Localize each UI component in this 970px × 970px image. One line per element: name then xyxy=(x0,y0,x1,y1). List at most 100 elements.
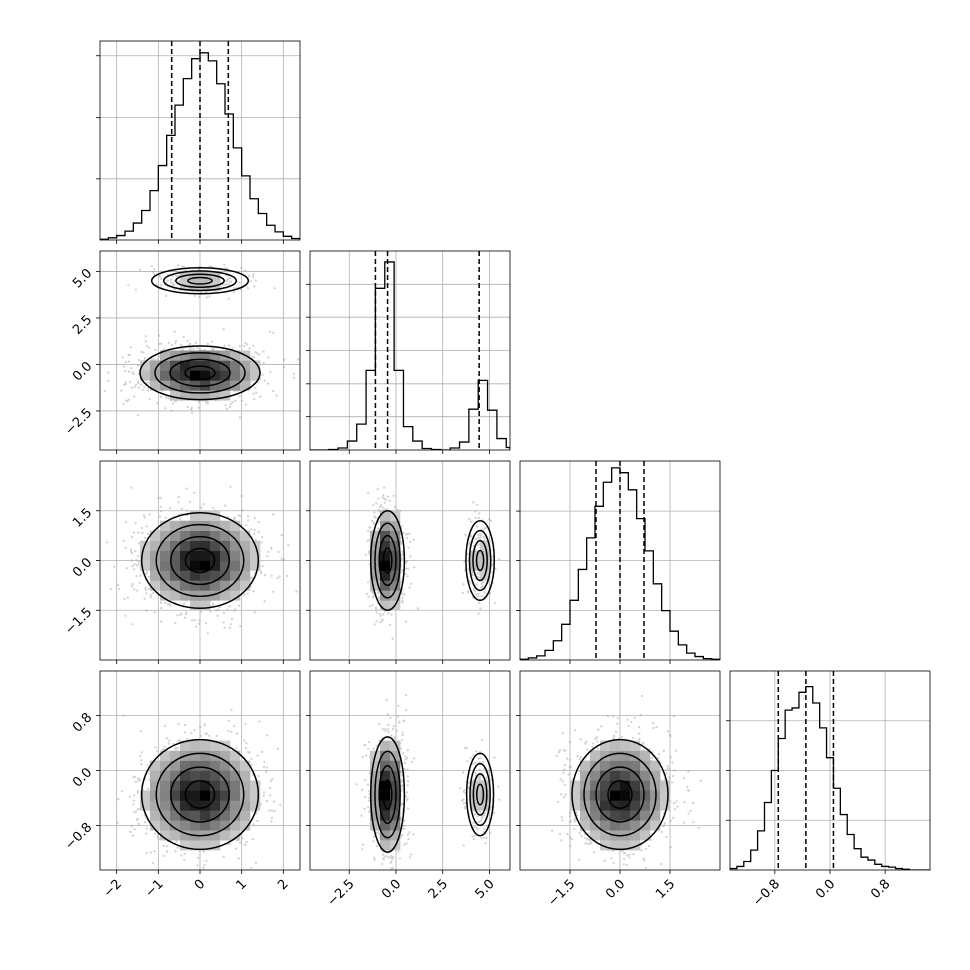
density-cell xyxy=(640,800,651,811)
density-cell xyxy=(200,270,211,282)
density-cell xyxy=(210,840,221,851)
density-cell xyxy=(240,770,251,781)
density-cell xyxy=(220,830,231,841)
density-cell xyxy=(570,800,581,811)
ytick-label-0: −0.8 xyxy=(62,820,95,853)
density-cell xyxy=(470,790,481,801)
density-cell xyxy=(390,750,401,761)
density-cell xyxy=(370,770,381,781)
contour-0-1 xyxy=(378,534,397,587)
density-cell xyxy=(620,750,631,761)
density-cell xyxy=(200,820,211,831)
density-cell xyxy=(230,360,241,371)
contour-1-2 xyxy=(469,762,491,827)
hist-step-3 xyxy=(730,685,930,870)
density-cell xyxy=(370,570,381,581)
density-cell xyxy=(250,370,261,381)
xtick-label-1: 0.0 xyxy=(379,877,404,902)
xtick-label-3: 5.0 xyxy=(473,877,498,902)
density-cell xyxy=(150,820,161,831)
density-cell xyxy=(200,780,211,791)
density-cell xyxy=(190,530,201,541)
density-cell xyxy=(210,820,221,831)
density-cell xyxy=(160,350,171,361)
density-cell xyxy=(190,370,201,381)
density-cell xyxy=(390,530,401,541)
density-cell xyxy=(180,530,191,541)
density-cell xyxy=(620,760,631,771)
density-cell xyxy=(640,830,651,841)
density-cell xyxy=(200,790,211,801)
density-cell xyxy=(210,390,221,401)
density-cell xyxy=(180,760,191,771)
contour-0-0 xyxy=(382,547,393,574)
density-cell xyxy=(200,370,211,381)
density-cell xyxy=(630,770,641,781)
density-cell xyxy=(640,770,651,781)
density-cell xyxy=(190,750,201,761)
density-cell xyxy=(380,550,391,561)
density-cell xyxy=(190,520,201,531)
density-cell xyxy=(210,350,221,361)
density-cell xyxy=(620,770,631,781)
density-cell xyxy=(250,780,261,791)
contour-0-1 xyxy=(378,764,397,825)
density-cell xyxy=(630,740,641,751)
density-cell xyxy=(390,540,401,551)
density-cell xyxy=(590,780,601,791)
density-cell xyxy=(660,800,671,811)
density-cell xyxy=(190,580,201,591)
density-cell xyxy=(170,560,181,571)
contour-0-3 xyxy=(369,510,406,611)
density-cell xyxy=(220,820,231,831)
hist-panel-0 xyxy=(96,40,301,244)
density-cell xyxy=(610,840,621,851)
density-cell xyxy=(170,830,181,841)
density-cell xyxy=(480,780,491,791)
ytick-label-3: 5.0 xyxy=(70,266,95,291)
density-cell xyxy=(200,580,211,591)
density-cell xyxy=(160,570,171,581)
density-cell xyxy=(220,580,231,591)
density-cell xyxy=(170,810,181,821)
density-cell xyxy=(390,790,401,801)
density-cell xyxy=(170,570,181,581)
contour-0-2 xyxy=(374,750,401,839)
density-cell xyxy=(200,760,211,771)
density-cell xyxy=(210,550,221,561)
density-cell xyxy=(200,510,211,521)
density-cell xyxy=(590,750,601,761)
density-cell xyxy=(200,600,211,611)
density-cell xyxy=(160,830,171,841)
density-cell xyxy=(580,810,591,821)
density-cell xyxy=(630,750,641,761)
density-cell xyxy=(150,530,161,541)
density-cell xyxy=(200,770,211,781)
density-cell xyxy=(170,550,181,561)
density-cell xyxy=(190,270,201,282)
density-cell xyxy=(470,550,481,561)
contour-0-1 xyxy=(170,535,230,586)
density-cell xyxy=(180,390,191,401)
density-cell xyxy=(200,350,211,361)
density-cell xyxy=(250,560,261,571)
contour-0-0 xyxy=(184,780,216,809)
contour-0-3 xyxy=(571,738,669,851)
density-cell xyxy=(580,790,591,801)
density-cell xyxy=(210,370,221,381)
density-cell xyxy=(200,560,211,571)
density-cell xyxy=(210,770,221,781)
density-cell xyxy=(380,570,391,581)
density-cell xyxy=(210,590,221,601)
density-cell xyxy=(250,790,261,801)
density-cell xyxy=(180,840,191,851)
contour-1-3 xyxy=(465,752,495,837)
density-cell xyxy=(170,790,181,801)
density-cell xyxy=(470,800,481,811)
density-cell xyxy=(170,770,181,781)
density-cell xyxy=(250,800,261,811)
density-cell xyxy=(630,800,641,811)
density-cell xyxy=(220,740,231,751)
density-cell xyxy=(620,780,631,791)
density-cell xyxy=(170,580,181,591)
